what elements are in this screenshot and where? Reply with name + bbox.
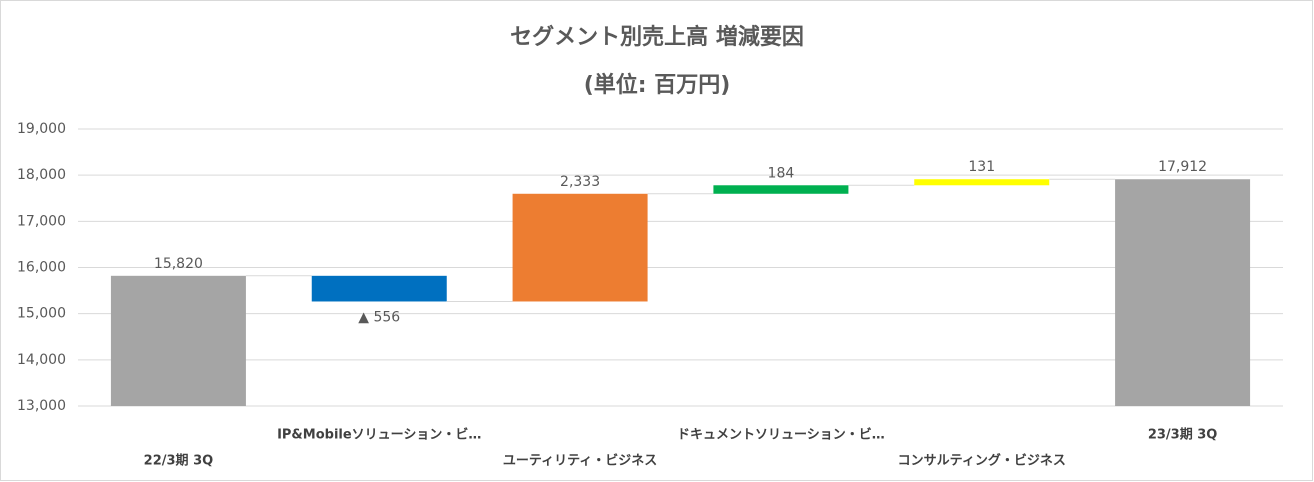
value-label: ▲ 556 — [358, 309, 400, 325]
bar — [713, 185, 849, 194]
bar — [311, 275, 447, 302]
value-label: 184 — [768, 165, 795, 181]
x-tick-label: ユーティリティ・ビジネス — [503, 453, 657, 469]
x-tick-label: IP&Mobileソリューション・ビ… — [277, 427, 481, 443]
y-tick-label: 17,000 — [17, 213, 66, 229]
y-tick-label: 14,000 — [17, 352, 66, 368]
x-tick-label: 22/3期 3Q — [144, 454, 214, 469]
chart-title: セグメント別売上高 増減要因 — [510, 24, 804, 50]
x-tick-label: 23/3期 3Q — [1148, 428, 1218, 443]
value-label: 15,820 — [154, 256, 203, 272]
bar — [110, 275, 246, 406]
y-tick-label: 15,000 — [17, 306, 66, 322]
value-label: 17,912 — [1158, 159, 1207, 175]
bar — [1115, 179, 1251, 406]
value-label: 2,333 — [560, 174, 600, 190]
bar — [512, 193, 648, 302]
value-label: 131 — [968, 159, 995, 175]
y-tick-label: 19,000 — [17, 121, 66, 137]
y-tick-label: 16,000 — [17, 260, 66, 276]
y-tick-label: 18,000 — [17, 167, 66, 183]
x-tick-label: コンサルティング・ビジネス — [898, 453, 1066, 469]
bar — [914, 179, 1050, 186]
chart-subtitle: (単位: 百万円) — [584, 72, 731, 98]
x-tick-label: ドキュメントソリューション・ビ… — [677, 427, 885, 443]
y-tick-label: 13,000 — [17, 398, 66, 414]
